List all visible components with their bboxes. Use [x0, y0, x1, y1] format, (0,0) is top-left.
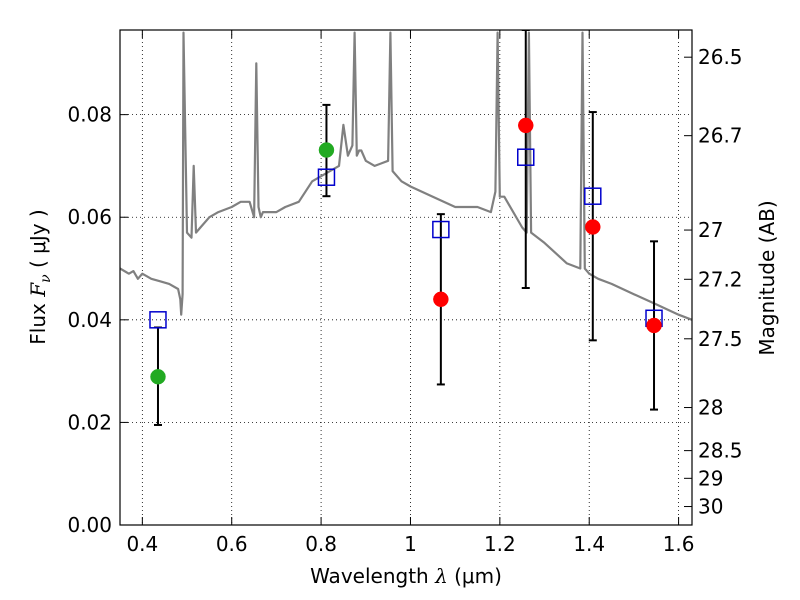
y-axis-label-right: Magnitude (AB): [755, 200, 779, 355]
right-tick-label: 26.5: [698, 45, 743, 69]
right-tick-label: 27.5: [698, 327, 743, 351]
x-tick-label: 1.4: [573, 532, 605, 556]
right-tick-label: 27: [698, 218, 723, 242]
model-marker: [584, 187, 602, 205]
y-tick-label: 0.04: [67, 308, 112, 332]
model-marker: [149, 311, 167, 329]
observed-point: [318, 142, 335, 158]
x-tick-label: 0.4: [126, 532, 158, 556]
x-tick-label: 1.2: [484, 532, 516, 556]
y-tick-label: 0.08: [67, 103, 112, 127]
y-tick-label: 0.00: [67, 513, 112, 537]
right-tick-label: 30: [698, 495, 723, 519]
observed-point: [433, 291, 449, 308]
plot-frame: [119, 29, 693, 526]
spectrum-line: [120, 31, 692, 321]
model-marker: [432, 220, 450, 239]
x-tick-label: 1: [404, 532, 417, 556]
right-tick-label: 29: [698, 466, 723, 490]
observed-point: [585, 219, 601, 235]
y-tick-label: 0.06: [67, 205, 112, 229]
right-tick-label: 28.5: [698, 439, 743, 463]
right-tick-label: 28: [698, 396, 723, 420]
x-axis-label: Wavelength λ (μm): [310, 564, 502, 588]
data-layer: [120, 30, 692, 426]
y-tick-label: 0.02: [67, 410, 112, 434]
x-tick-label: 0.8: [305, 532, 337, 556]
observed-point: [150, 369, 166, 385]
observed-point: [518, 117, 534, 134]
right-tick-label: 27.2: [698, 267, 743, 291]
observed-point: [646, 317, 662, 334]
x-tick-label: 0.6: [216, 532, 248, 556]
model-marker: [517, 148, 535, 166]
model-marker: [317, 168, 336, 186]
right-tick-label: 26.7: [698, 124, 743, 148]
x-tick-label: 1.6: [663, 532, 695, 556]
y-axis-label: Flux Fν ( μJy ): [26, 209, 54, 344]
tick-layer: 0.4 0.6 0.8 1 1.2 1.4 1.6 0.00 0.02 0.04 0.06 0.08 2…: [67, 30, 743, 556]
